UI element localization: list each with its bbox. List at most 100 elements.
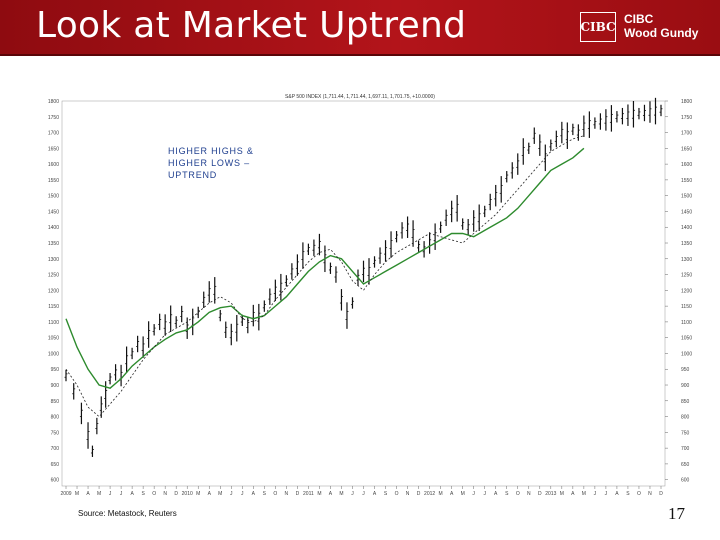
x-tick-label: M [560,491,564,496]
x-tick-label: O [637,491,641,496]
x-tick-label: M [97,491,101,496]
x-tick-label: 2013 [545,491,556,496]
y-tick-label-right: 1600 [681,162,692,168]
slide-title: Look at Market Uptrend [36,5,467,46]
y-tick-label-right: 1800 [681,99,692,105]
y-tick-label-left: 1500 [48,194,59,200]
y-tick-label-left: 1400 [48,225,59,231]
x-tick-label: J [594,491,597,496]
y-tick-label-right: 1500 [681,194,692,200]
x-tick-label: M [439,491,443,496]
x-tick-label: O [273,491,277,496]
y-axis-left: 1800 1750 1700 1650 1600 1550 1500 1450 1400 1350… [48,99,59,484]
annotation-line-1: HIGHER HIGHS & [168,146,254,156]
brand-line-1: CIBC [624,12,654,26]
y-tick-label-right: 1150 [681,304,692,310]
x-tick-label: M [75,491,79,496]
x-tick-label: A [208,491,212,496]
y-tick-label-right: 1250 [681,273,692,279]
x-tick-label: D [659,491,663,496]
y-tick-label-right: 1550 [681,178,692,184]
x-tick-label: M [196,491,200,496]
x-tick-label: A [252,491,256,496]
x-tick-label: M [339,491,343,496]
x-tick-label: N [527,491,531,496]
y-tick-label-right: 700 [681,446,690,452]
y-tick-label-left: 1000 [48,351,59,357]
x-tick-label: S [141,491,145,496]
y-tick-label-left: 1650 [48,146,59,152]
y-tick-label-left: 1150 [48,304,59,310]
cibc-logo-icon: CIBC [580,12,616,42]
y-tick-label-left: 1750 [48,115,59,121]
x-tick-label: O [395,491,399,496]
annotation-line-2: HIGHER LOWS – [168,158,250,168]
y-tick-label-right: 750 [681,430,690,436]
x-tick-label: M [317,491,321,496]
x-tick-label: N [163,491,167,496]
sp500-chart: S&P 500 INDEX (1,711.44, 1,711.44, 1,697… [48,94,692,496]
x-tick-label: D [174,491,178,496]
x-tick-label: N [648,491,652,496]
x-tick-label: A [494,491,498,496]
y-tick-label-right: 600 [681,478,690,484]
x-tick-label: A [571,491,575,496]
y-tick-label-right: 1650 [681,146,692,152]
page-number: 17 [668,504,685,523]
x-tick-label: S [626,491,630,496]
y-tick-label-left: 1100 [48,320,59,326]
plot-frame [61,100,666,487]
x-tick-label: J [351,491,354,496]
header-bar: Look at Market Uptrend CIBC CIBC Wood Gu… [0,0,720,54]
y-tick-label-right: 1300 [681,257,692,263]
brand-logo-text: CIBC Wood Gundy [624,12,698,40]
y-tick-label-left: 1450 [48,209,59,215]
y-tick-label-left: 1700 [48,131,59,137]
y-tick-label-right: 950 [681,367,690,373]
x-tick-label: O [516,491,520,496]
x-tick-label: J [472,491,475,496]
x-tick-label: A [615,491,619,496]
x-axis: 2009 M A M J J A S O N D 2010 M A M J J A S O N D 2011 M A M J J A S O… [60,486,663,496]
y-tick-label-right: 1200 [681,288,692,294]
x-tick-label: J [120,491,123,496]
x-tick-label: S [263,491,267,496]
y-tick-label-left: 1200 [48,288,59,294]
x-tick-label: A [329,491,333,496]
y-tick-label-left: 1250 [48,273,59,279]
y-tick-label-right: 1100 [681,320,692,326]
y-tick-label-left: 1800 [48,99,59,105]
series-layer [64,97,663,457]
y-tick-label-left: 1550 [48,178,59,184]
y-tick-label-right: 1050 [681,336,692,342]
y-tick-label-right: 1400 [681,225,692,231]
y-tick-label-left: 950 [51,367,60,373]
y-tick-label-right: 650 [681,462,690,468]
x-tick-label: D [296,491,300,496]
x-tick-label: O [152,491,156,496]
brand-line-2: Wood Gundy [624,26,699,40]
y-tick-label-left: 800 [51,415,60,421]
x-tick-label: 2010 [182,491,193,496]
y-tick-label-right: 1750 [681,115,692,121]
y-tick-label-left: 900 [51,383,60,389]
y-tick-label-left: 1600 [48,162,59,168]
annotation-line-3: UPTREND [168,170,217,180]
y-tick-label-right: 1700 [681,131,692,137]
x-tick-label: J [362,491,365,496]
y-tick-label-right: 1000 [681,351,692,357]
y-tick-label-left: 1350 [48,241,59,247]
x-tick-label: J [483,491,486,496]
x-tick-label: A [86,491,90,496]
x-tick-label: A [450,491,454,496]
y-tick-label-right: 850 [681,399,690,405]
x-tick-label: M [461,491,465,496]
x-tick-label: 2011 [303,491,314,496]
x-tick-label: S [505,491,509,496]
x-tick-label: J [605,491,608,496]
x-tick-label: D [538,491,542,496]
y-tick-label-right: 800 [681,415,690,421]
x-tick-label: M [582,491,586,496]
y-tick-label-right: 1350 [681,241,692,247]
x-tick-label: N [406,491,410,496]
